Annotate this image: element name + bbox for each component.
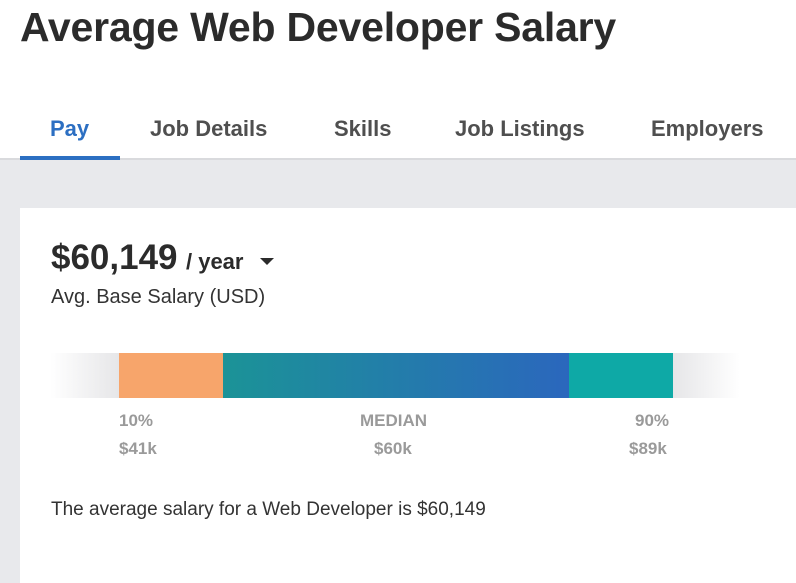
caret-down-icon[interactable]	[259, 258, 274, 265]
tab-job-details[interactable]: Job Details	[150, 116, 268, 141]
salary-amount: $60,149	[51, 238, 178, 277]
page-title: Average Web Developer Salary	[20, 4, 617, 50]
pay-period-dropdown[interactable]: / year	[185, 249, 244, 274]
salary-card: $60,149 / year Avg. Base Salary (USD) 10…	[20, 208, 796, 583]
range-segment-low	[119, 353, 223, 398]
high-percentile-value: $89k	[629, 439, 667, 458]
range-segment-high	[569, 353, 673, 398]
header: Average Web Developer Salary Pay Job Det…	[0, 0, 796, 160]
low-percentile-label: 10%	[119, 411, 154, 430]
high-percentile-label: 90%	[635, 411, 670, 430]
salary-headline: $60,149 / year	[51, 238, 274, 278]
range-fade-left	[50, 353, 119, 398]
tab-employers[interactable]: Employers	[651, 116, 764, 141]
tab-pay[interactable]: Pay	[50, 116, 90, 141]
range-segment-mid	[223, 353, 570, 398]
low-percentile-value: $41k	[119, 439, 157, 458]
tab-job-listings[interactable]: Job Listings	[455, 116, 585, 141]
active-tab-indicator	[20, 156, 120, 160]
tab-bar: Pay Job Details Skills Job Listings Empl…	[0, 104, 796, 160]
median-label: MEDIAN	[360, 411, 428, 430]
range-fade-right	[673, 353, 740, 398]
tab-skills[interactable]: Skills	[334, 116, 392, 141]
salary-subtitle: Avg. Base Salary (USD)	[51, 286, 266, 308]
salary-range-bar	[50, 353, 740, 398]
salary-summary: The average salary for a Web Developer i…	[51, 499, 486, 520]
median-value: $60k	[374, 439, 412, 458]
